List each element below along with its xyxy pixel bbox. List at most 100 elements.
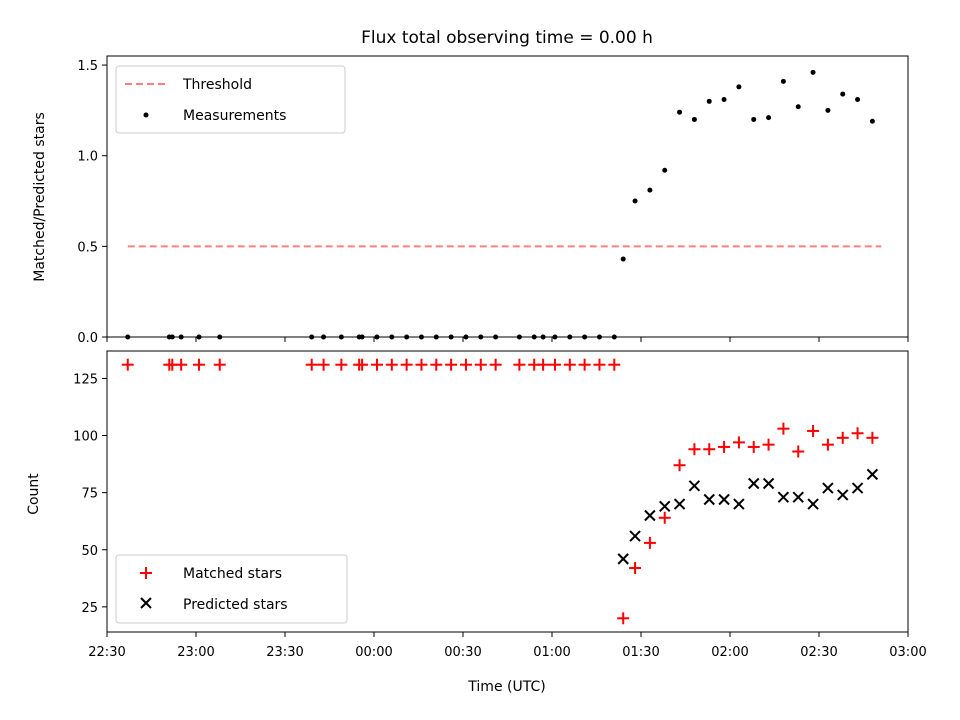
legend-threshold-label: Threshold <box>182 77 252 93</box>
matched-star-point <box>703 443 716 456</box>
x-tick-label: 01:00 <box>533 645 570 660</box>
measurement-point <box>374 334 380 340</box>
bottom-plot-frame <box>106 350 909 633</box>
matched-star-point <box>608 358 621 371</box>
measurement-point <box>611 334 617 340</box>
measurement-point <box>647 187 653 193</box>
matched-star-point <box>777 422 790 435</box>
matched-star-point <box>459 358 472 371</box>
measurement-point <box>125 334 131 340</box>
measurement-point <box>516 334 522 340</box>
measurement-point <box>552 334 558 340</box>
matched-star-point <box>513 358 526 371</box>
matched-star-point <box>578 358 591 371</box>
matched-star-point <box>821 438 834 451</box>
predicted-star-point <box>777 491 790 503</box>
predicted-star-point <box>629 530 641 542</box>
matched-star-point <box>121 358 134 371</box>
predicted-star-point <box>748 477 760 490</box>
matched-star-point <box>718 440 731 453</box>
matched-star-point <box>537 358 550 371</box>
measurement-point <box>691 116 697 122</box>
matched-star-point <box>629 562 642 575</box>
measurement-point <box>869 118 875 124</box>
matched-star-point <box>385 358 398 371</box>
measurement-point <box>795 104 801 110</box>
measurement-point <box>178 334 184 340</box>
measurement-point <box>677 109 683 115</box>
measurement-point <box>217 334 223 340</box>
predicted-star-point <box>718 493 730 506</box>
measurement-point <box>196 334 202 340</box>
matched-star-point <box>474 358 487 371</box>
matched-star-point <box>747 440 760 453</box>
predicted-star-point <box>866 468 879 481</box>
matched-star-point <box>851 427 864 440</box>
matched-star-point <box>415 358 428 371</box>
x-tick-label: 00:30 <box>444 645 481 660</box>
predicted-star-point <box>688 480 701 492</box>
measurement-point <box>632 198 638 204</box>
predicted-star-point <box>703 493 715 506</box>
x-tick-label: 22:30 <box>88 645 125 660</box>
measurement-point <box>448 334 454 340</box>
measurement-point <box>567 334 573 340</box>
predicted-star-point <box>762 477 775 490</box>
x-tick-label: 02:30 <box>800 645 837 660</box>
matched-star-point <box>836 431 849 444</box>
legend-measurements-label: Measurements <box>183 108 286 124</box>
measurement-point <box>493 334 499 340</box>
x-tick-label: 01:30 <box>622 645 659 660</box>
legend-matched-label: Matched stars <box>183 566 282 582</box>
measurement-point <box>540 334 546 340</box>
matched-star-point <box>548 358 561 371</box>
measurement-point <box>810 69 816 75</box>
legend-matched-swatch <box>140 567 152 579</box>
x-tick-label: 23:00 <box>177 645 214 660</box>
measurement-point <box>389 334 395 340</box>
measurement-point <box>721 97 727 103</box>
x-tick-label: 23:30 <box>266 645 303 660</box>
matched-star-point <box>317 358 330 371</box>
matched-star-point <box>305 358 318 371</box>
bottom-plot-area <box>106 350 909 633</box>
measurement-point <box>825 107 831 113</box>
bottom-y-tick-label: 75 <box>81 487 98 502</box>
matched-star-point <box>563 358 576 371</box>
measurement-point <box>478 334 484 340</box>
bottom-y-tick-label: 50 <box>81 544 98 559</box>
predicted-star-point <box>733 498 745 510</box>
matched-star-point <box>807 424 820 437</box>
bottom-y-tick-label: 25 <box>81 601 98 616</box>
predicted-star-point <box>822 482 834 494</box>
x-tick-label: 00:00 <box>355 645 392 660</box>
measurement-point <box>531 334 537 340</box>
measurement-point <box>620 256 626 262</box>
matched-star-point <box>192 358 205 371</box>
predicted-star-point <box>837 489 849 501</box>
matched-star-point <box>617 612 630 625</box>
measurement-point <box>169 334 175 340</box>
measurement-point <box>321 334 327 340</box>
measurement-point <box>596 334 602 340</box>
top-legend-box <box>115 65 346 134</box>
matched-star-point <box>792 445 805 458</box>
matched-star-point <box>593 358 606 371</box>
predicted-star-point <box>659 500 671 513</box>
predicted-star-point <box>792 491 804 503</box>
measurement-point <box>309 334 315 340</box>
top-plot-frame <box>106 55 909 338</box>
bottom-y-axis-label: Count <box>26 473 42 515</box>
measurement-point <box>855 97 861 103</box>
top-y-tick-label: 0.0 <box>77 331 98 346</box>
legend-measurements-swatch <box>143 112 149 118</box>
top-y-tick-label: 0.5 <box>77 240 98 255</box>
legend-predicted-label: Predicted stars <box>183 597 288 613</box>
matched-star-point <box>445 358 458 371</box>
top-legend: Threshold Measurements <box>115 65 346 134</box>
bottom-x-axis-label: Time (UTC) <box>467 679 545 695</box>
matched-star-point <box>370 358 383 371</box>
predicted-star-point <box>617 553 629 565</box>
matched-star-point <box>430 358 443 371</box>
